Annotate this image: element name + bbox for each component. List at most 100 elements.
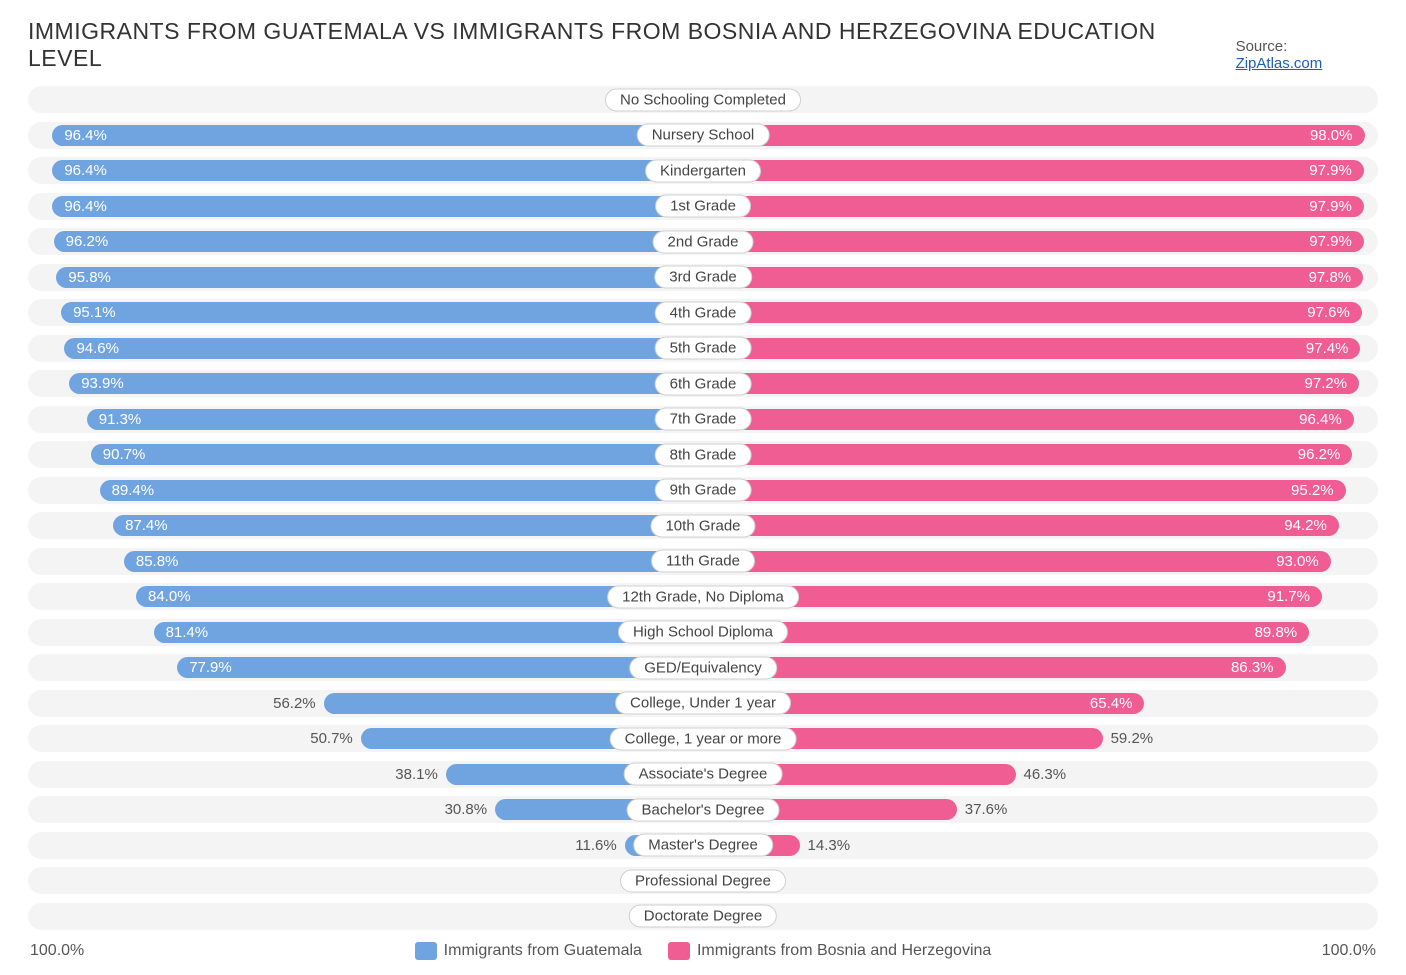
value-left: 96.4% <box>52 193 107 220</box>
bar-left <box>52 160 703 181</box>
bar-right <box>703 125 1365 146</box>
chart-source: Source: ZipAtlas.com <box>1236 38 1378 72</box>
bar-left <box>91 444 703 465</box>
bar-right <box>703 267 1363 288</box>
axis-legend-row: 100.0% Immigrants from Guatemala Immigrant… <box>28 938 1378 960</box>
value-right: 37.6% <box>957 796 1008 823</box>
bar-left <box>100 480 703 501</box>
value-right: 97.9% <box>1309 157 1364 184</box>
value-left: 87.4% <box>113 512 168 539</box>
value-left: 89.4% <box>100 477 155 504</box>
legend-label-left: Immigrants from Guatemala <box>444 942 642 960</box>
category-label: 8th Grade <box>655 443 752 466</box>
category-label: College, 1 year or more <box>610 727 797 750</box>
category-label: Bachelor's Degree <box>627 798 780 821</box>
bar-right <box>703 302 1362 323</box>
chart-row: 90.7%96.2%8th Grade <box>28 441 1378 468</box>
bar-left <box>113 515 703 536</box>
category-label: No Schooling Completed <box>605 88 801 111</box>
legend-item-right: Immigrants from Bosnia and Herzegovina <box>668 942 991 960</box>
chart-row: 50.7% 59.2% College, 1 year or more <box>28 725 1378 752</box>
category-label: Kindergarten <box>645 159 761 182</box>
bar-right <box>703 373 1359 394</box>
category-label: GED/Equivalency <box>629 656 777 679</box>
value-right: 97.8% <box>1309 264 1364 291</box>
chart-row: 85.8%93.0%11th Grade <box>28 548 1378 575</box>
category-label: 2nd Grade <box>653 230 754 253</box>
category-label: 5th Grade <box>655 337 752 360</box>
value-right: 46.3% <box>1016 761 1067 788</box>
value-right: 97.9% <box>1309 228 1364 255</box>
category-label: 9th Grade <box>655 479 752 502</box>
category-label: 4th Grade <box>655 301 752 324</box>
legend-swatch-right <box>668 942 690 960</box>
source-prefix: Source: <box>1236 38 1288 55</box>
chart-row: 1.4%1.7%Doctorate Degree <box>28 903 1378 930</box>
value-left: 50.7% <box>310 725 361 752</box>
category-label: 6th Grade <box>655 372 752 395</box>
source-link[interactable]: ZipAtlas.com <box>1236 55 1323 72</box>
chart-row: 84.0%91.7%12th Grade, No Diploma <box>28 583 1378 610</box>
value-right: 98.0% <box>1310 122 1365 149</box>
chart-row: 93.9%97.2%6th Grade <box>28 370 1378 397</box>
value-left: 95.1% <box>61 299 116 326</box>
chart-row: 95.1%97.6%4th Grade <box>28 299 1378 326</box>
chart-row: 89.4% 95.2% 9th Grade <box>28 477 1378 504</box>
category-label: Professional Degree <box>620 869 786 892</box>
chart-row: 11.6%14.3%Master's Degree <box>28 832 1378 859</box>
axis-max-right: 100.0% <box>1322 942 1376 960</box>
bar-right <box>703 657 1286 678</box>
value-left: 94.6% <box>64 335 119 362</box>
category-label: 1st Grade <box>655 195 751 218</box>
value-right: 95.2% <box>1291 477 1346 504</box>
value-right: 86.3% <box>1231 654 1286 681</box>
category-label: 3rd Grade <box>654 266 752 289</box>
value-right: 59.2% <box>1103 725 1154 752</box>
value-left: 96.4% <box>52 157 107 184</box>
chart-row: 30.8% 37.6% Bachelor's Degree <box>28 796 1378 823</box>
chart-title: IMMIGRANTS FROM GUATEMALA VS IMMIGRANTS … <box>28 18 1236 72</box>
chart-row: 3.6%2.1%No Schooling Completed <box>28 86 1378 113</box>
value-left: 85.8% <box>124 548 179 575</box>
value-left: 96.4% <box>52 122 107 149</box>
value-right: 97.9% <box>1309 193 1364 220</box>
bar-right <box>703 551 1331 572</box>
bar-left <box>64 338 703 359</box>
chart-row: 38.1% 46.3% Associate's Degree <box>28 761 1378 788</box>
chart-row: 96.4% 97.9% 1st Grade <box>28 193 1378 220</box>
chart-row: 56.2%65.4%College, Under 1 year <box>28 690 1378 717</box>
value-right: 96.4% <box>1299 406 1354 433</box>
bar-left <box>177 657 703 678</box>
category-label: 11th Grade <box>651 550 755 573</box>
bar-left <box>52 196 703 217</box>
value-left: 11.6% <box>575 832 624 859</box>
chart-row: 95.8% 97.8% 3rd Grade <box>28 264 1378 291</box>
value-left: 95.8% <box>56 264 111 291</box>
category-label: Nursery School <box>637 124 770 147</box>
butterfly-chart: 3.6%2.1%No Schooling Completed 96.4% 98.0%… <box>0 86 1406 960</box>
category-label: College, Under 1 year <box>615 692 791 715</box>
bar-right <box>703 480 1346 501</box>
bar-left <box>69 373 703 394</box>
chart-row: 77.9%86.3%GED/Equivalency <box>28 654 1378 681</box>
bar-right <box>703 622 1309 643</box>
category-label: 12th Grade, No Diploma <box>607 585 799 608</box>
category-label: Associate's Degree <box>624 763 783 786</box>
axis-max-left: 100.0% <box>30 942 84 960</box>
value-left: 30.8% <box>445 796 496 823</box>
chart-row: 91.3%96.4%7th Grade <box>28 406 1378 433</box>
value-right: 96.2% <box>1298 441 1353 468</box>
category-label: Doctorate Degree <box>629 905 777 928</box>
category-label: 7th Grade <box>655 408 752 431</box>
category-label: High School Diploma <box>618 621 788 644</box>
chart-row: 96.4% 98.0% Nursery School <box>28 122 1378 149</box>
value-left: 96.2% <box>54 228 109 255</box>
value-right: 65.4% <box>1090 690 1145 717</box>
bar-left <box>54 231 703 252</box>
bar-right <box>703 409 1354 430</box>
value-left: 38.1% <box>395 761 446 788</box>
legend-label-right: Immigrants from Bosnia and Herzegovina <box>697 942 991 960</box>
chart-row: 96.2% 97.9% 2nd Grade <box>28 228 1378 255</box>
category-label: Master's Degree <box>633 834 773 857</box>
bar-right <box>703 160 1364 181</box>
